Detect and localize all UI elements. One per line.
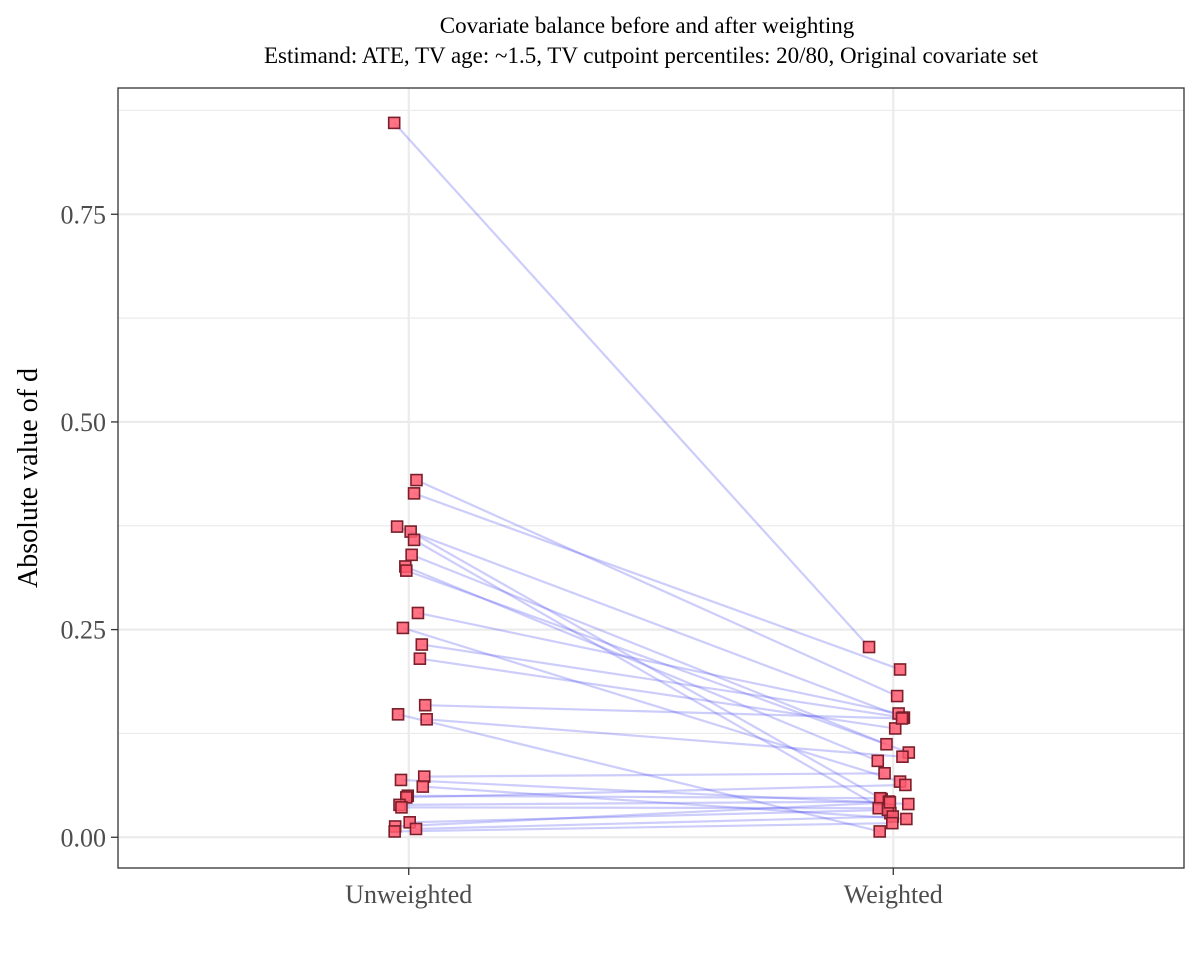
x-tick-label: Weighted — [844, 880, 943, 909]
connector-line — [405, 569, 910, 754]
point-unweighted — [415, 638, 429, 651]
connector-line — [416, 479, 898, 698]
connector-line — [399, 800, 889, 806]
connector-line — [406, 783, 906, 799]
point-weighted — [888, 722, 902, 735]
point-weighted — [893, 663, 907, 676]
connector-line — [393, 122, 870, 648]
connector-line — [413, 538, 891, 815]
y-tick-label: 0.75 — [61, 200, 107, 229]
point-unweighted — [396, 621, 410, 635]
connector-line — [400, 778, 909, 806]
data-points — [387, 116, 916, 838]
point-weighted — [895, 712, 909, 725]
connector-line — [396, 525, 905, 719]
grid-minor — [118, 109, 1184, 735]
x-axis: Unweighted Weighted — [345, 868, 943, 909]
connector-line — [409, 808, 888, 824]
connector-line — [419, 657, 896, 730]
point-unweighted — [395, 801, 408, 814]
point-unweighted — [390, 520, 404, 533]
connector-line — [417, 611, 899, 715]
connector-lines — [393, 122, 910, 833]
point-unweighted — [410, 473, 423, 487]
connector-line — [425, 704, 903, 720]
chart-subtitle: Estimand: ATE, TV age: ~1.5, TV cutpoint… — [264, 43, 1039, 68]
connector-line — [413, 492, 901, 671]
point-unweighted — [411, 606, 425, 620]
connector-line — [410, 530, 883, 801]
point-unweighted — [387, 116, 401, 130]
connector-line — [395, 801, 890, 828]
point-unweighted — [409, 822, 423, 836]
panel-border — [117, 87, 1185, 869]
point-unweighted — [388, 825, 401, 838]
x-tick-label: Unweighted — [345, 880, 472, 909]
point-weighted — [873, 825, 887, 838]
point-weighted — [900, 812, 913, 826]
grid-major — [118, 88, 1184, 868]
connector-line — [424, 772, 885, 778]
point-weighted — [901, 797, 915, 811]
point-unweighted — [407, 533, 421, 547]
y-tick-label: 0.50 — [61, 408, 107, 437]
point-unweighted — [400, 564, 413, 577]
point-unweighted — [407, 487, 421, 500]
y-tick-label: 0.00 — [61, 823, 107, 852]
point-unweighted — [420, 713, 433, 726]
y-axis: 0.00 0.25 0.50 0.75 — [61, 200, 118, 852]
point-unweighted — [394, 773, 408, 787]
connector-line — [394, 822, 893, 833]
connector-line — [426, 718, 903, 758]
connector-line — [415, 815, 893, 831]
connector-line — [407, 794, 881, 800]
point-weighted — [896, 750, 909, 763]
point-weighted — [899, 778, 912, 792]
point-weighted — [890, 689, 904, 703]
connector-line — [411, 553, 887, 746]
point-unweighted — [416, 780, 430, 793]
chart-title: Covariate balance before and after weigh… — [440, 13, 855, 38]
connector-line — [421, 643, 904, 719]
point-weighted — [862, 640, 876, 654]
y-axis-title: Absolute value of d — [13, 368, 44, 588]
point-unweighted — [413, 652, 427, 665]
connector-line — [422, 785, 907, 821]
point-weighted — [878, 767, 891, 780]
point-unweighted — [391, 708, 405, 721]
point-unweighted — [418, 698, 432, 712]
connector-line — [404, 565, 879, 762]
connector-line — [397, 713, 880, 833]
plot-panel — [118, 88, 1184, 868]
point-weighted — [886, 816, 899, 830]
point-weighted — [880, 737, 893, 751]
point-unweighted — [405, 548, 418, 562]
connector-line — [401, 806, 879, 810]
y-tick-label: 0.25 — [61, 616, 107, 645]
point-weighted — [871, 754, 885, 768]
point-weighted — [883, 796, 897, 809]
connector-line — [402, 626, 901, 783]
